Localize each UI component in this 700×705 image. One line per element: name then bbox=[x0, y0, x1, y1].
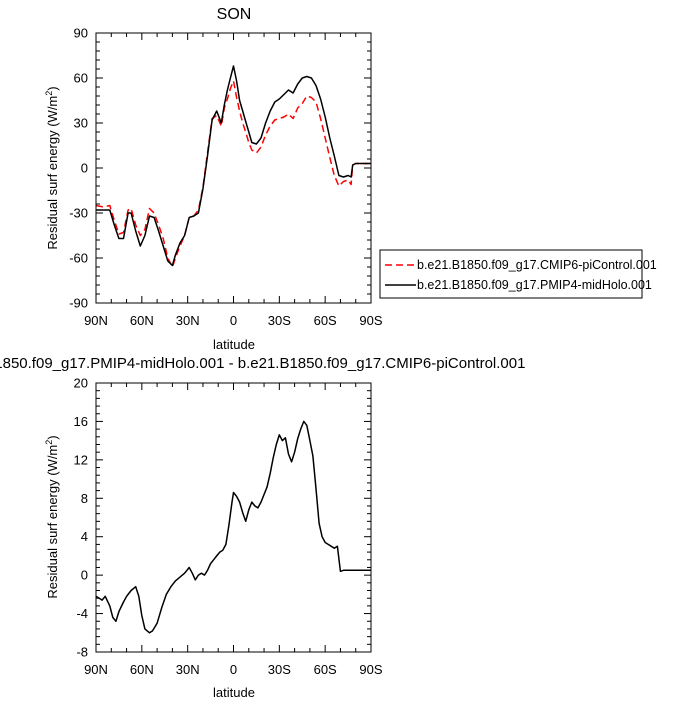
chart1-y-tick-label: 0 bbox=[81, 161, 88, 176]
chart1-x-tick-label: 60N bbox=[130, 313, 154, 328]
chart1-y-tick-label: 30 bbox=[74, 116, 88, 131]
chart2-x-tick-label: 60N bbox=[130, 662, 154, 677]
chart1-series-1-line bbox=[95, 80, 371, 268]
chart1-series-2-line bbox=[96, 65, 371, 267]
chart2-y-tick-label: 8 bbox=[81, 491, 88, 506]
chart1-x-tick-label: 30N bbox=[176, 313, 200, 328]
chart2-y-tick-label: -8 bbox=[76, 645, 88, 660]
chart1-y-tick-label: 90 bbox=[74, 26, 88, 41]
chart2-x-tick-label: 30N bbox=[176, 662, 200, 677]
chart1-x-tick-label: 60S bbox=[314, 313, 337, 328]
chart1-plot: 90N 60N 30N 0 30S 60S 90S -90 -60 -30 0 30 60 90 bbox=[69, 26, 383, 329]
chart2-y-tick-label: 20 bbox=[74, 376, 88, 391]
chart1-title: SON bbox=[217, 6, 252, 23]
chart1-y-tick-label: -60 bbox=[69, 251, 88, 266]
chart2-plot: 90N 60N 30N 0 30S 60S 90S -8 -4 0 4 8 12 16 20 bbox=[74, 376, 383, 678]
chart2-x-tick-label: 0 bbox=[230, 662, 237, 677]
chart2-y-tick-label: -4 bbox=[76, 606, 88, 621]
chart2-x-tick-label: 30S bbox=[268, 662, 291, 677]
legend-frame bbox=[379, 249, 643, 299]
chart1-legend: b.e21.B1850.f09_g17.CMIP6-piControl.001 … bbox=[379, 249, 657, 299]
chart2-ylabel: Residual surf energy (W/m2) bbox=[44, 435, 60, 598]
chart1-y-tick-label: -30 bbox=[69, 206, 88, 221]
chart2-y-tick-label: 16 bbox=[74, 414, 88, 429]
chart2-series-1-line bbox=[95, 420, 371, 634]
chart1-x-tick-label: 30S bbox=[268, 313, 291, 328]
chart2-y-tick-label: 4 bbox=[81, 529, 88, 544]
chart1-y-tick-label: -90 bbox=[69, 296, 88, 311]
legend-label-picontrol: b.e21.B1850.f09_g17.CMIP6-piControl.001 bbox=[417, 258, 657, 272]
legend-label-midholo: b.e21.B1850.f09_g17.PMIP4-midHolo.001 bbox=[417, 278, 652, 292]
chart1-xlabel: latitude bbox=[213, 337, 255, 352]
chart2-title: b.e21.B1850.f09_g17.PMIP4-midHolo.001 - … bbox=[0, 355, 525, 372]
chart2-x-tick-label: 90S bbox=[359, 662, 382, 677]
chart1-ylabel: Residual surf energy (W/m2) bbox=[44, 86, 60, 249]
chart2-y-tick-label: 0 bbox=[81, 568, 88, 583]
chart1-x-tick-label: 90S bbox=[359, 313, 382, 328]
panels: 90N 60N 30N 0 30S 60S 90S -90 -60 -30 0 30 60 90 90N 60… bbox=[69, 26, 383, 678]
chart1-y-tick-label: 60 bbox=[74, 71, 88, 86]
chart1-x-tick-label: 0 bbox=[230, 313, 237, 328]
chart2-x-tick-label: 90N bbox=[84, 662, 108, 677]
chart1-x-tick-label: 90N bbox=[84, 313, 108, 328]
chart2-xlabel: latitude bbox=[213, 685, 255, 700]
chart2-x-tick-label: 60S bbox=[314, 662, 337, 677]
chart2-y-tick-label: 12 bbox=[74, 452, 88, 467]
